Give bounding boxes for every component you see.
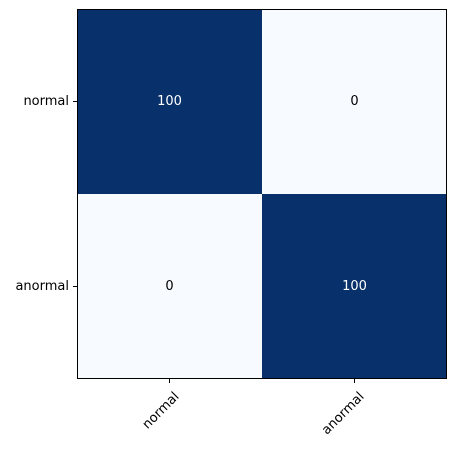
heatmap-cell-labels: 100 0 0 100	[157, 94, 367, 294]
cell-value-label: 0	[165, 279, 173, 294]
heatmap-cell-anormal-normal	[77, 194, 262, 379]
plot-frame	[77, 9, 447, 379]
x-axis-ticks: normal anormal	[140, 379, 368, 438]
cell-value-label: 0	[350, 94, 358, 109]
y-tick-label-normal: normal	[23, 94, 69, 109]
x-tick-label-anormal: anormal	[319, 389, 367, 437]
heatmap-cell-normal-anormal	[262, 9, 447, 194]
y-axis-ticks: normal anormal	[15, 94, 77, 294]
heatmap-cell-anormal-anormal	[262, 194, 447, 379]
heatmap-cell-normal-normal	[77, 9, 262, 194]
x-tick-label-normal: normal	[140, 389, 183, 432]
heatmap-cells	[77, 9, 447, 379]
cell-value-label: 100	[342, 279, 367, 294]
cell-value-label: 100	[157, 94, 182, 109]
y-tick-label-anormal: anormal	[15, 279, 69, 294]
